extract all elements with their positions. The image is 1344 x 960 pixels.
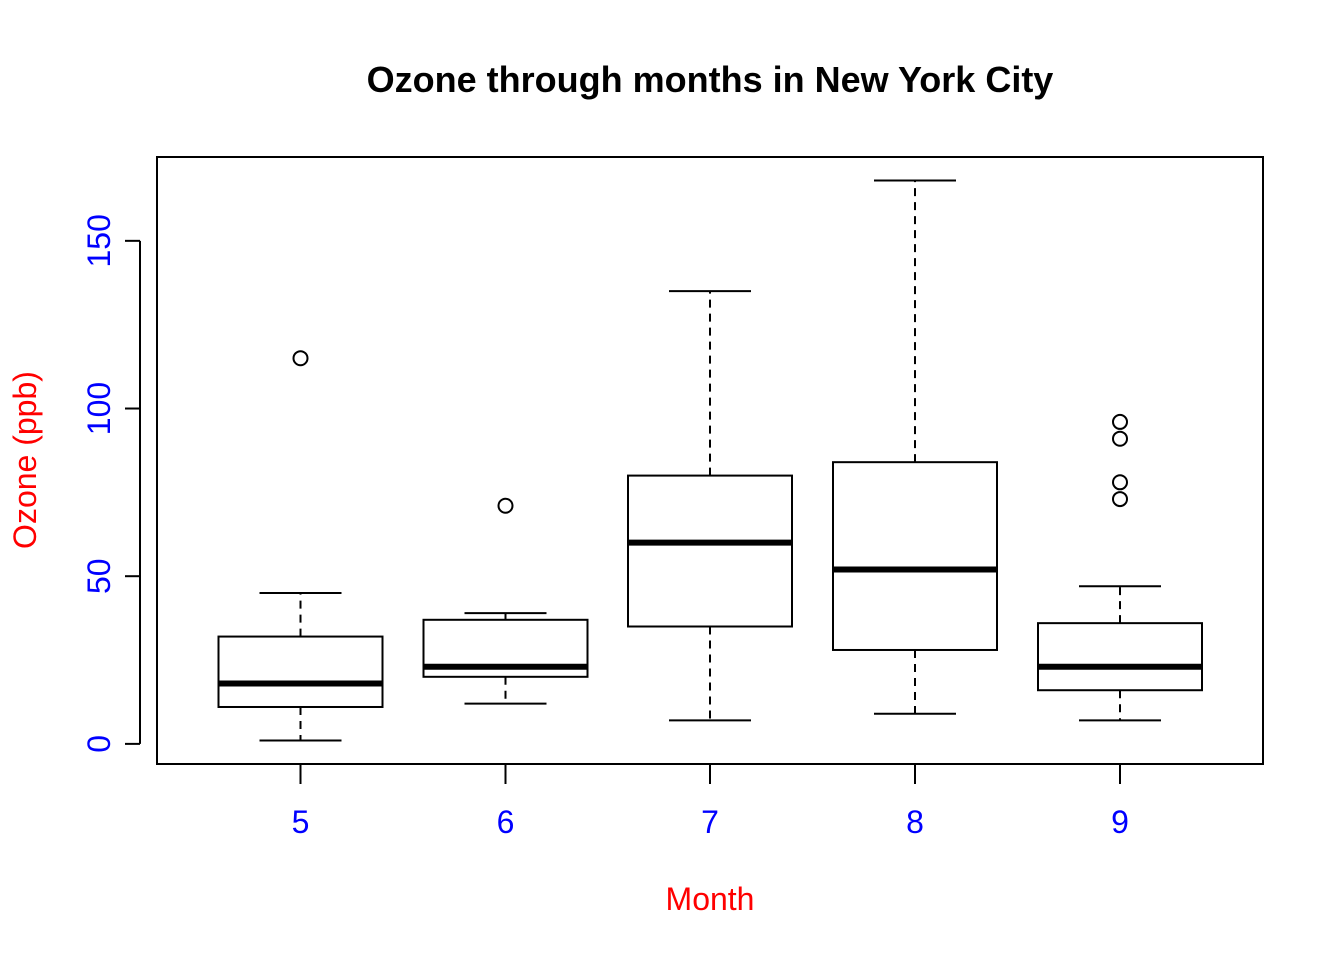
y-axis-label: Ozone (ppb) bbox=[7, 371, 43, 549]
y-tick-label: 50 bbox=[81, 558, 117, 594]
y-tick-label: 0 bbox=[81, 735, 117, 753]
outlier-point bbox=[1112, 474, 1128, 491]
x-tick-label: 5 bbox=[292, 804, 310, 840]
x-axis: 5 6 7 8 9 bbox=[292, 764, 1129, 840]
chart-title: Ozone through months in New York City bbox=[367, 59, 1054, 100]
iqr-box bbox=[627, 474, 793, 628]
iqr-box bbox=[832, 461, 998, 651]
outlier-point bbox=[1112, 491, 1128, 508]
x-axis-label: Month bbox=[666, 881, 755, 917]
outlier-point bbox=[1112, 413, 1128, 430]
y-axis: 0 50 100 150 bbox=[81, 214, 141, 753]
box-month-9 bbox=[1037, 413, 1203, 722]
box-month-8 bbox=[832, 179, 998, 715]
outlier-point bbox=[1112, 430, 1128, 447]
box-series bbox=[217, 179, 1203, 742]
x-tick-label: 8 bbox=[906, 804, 924, 840]
box-month-6 bbox=[422, 497, 589, 705]
x-tick-label: 9 bbox=[1111, 804, 1129, 840]
y-tick-label: 100 bbox=[81, 382, 117, 435]
iqr-box bbox=[1037, 622, 1203, 692]
x-tick-label: 7 bbox=[701, 804, 719, 840]
iqr-box bbox=[217, 635, 384, 708]
box-month-7 bbox=[627, 290, 793, 722]
box-month-5 bbox=[217, 350, 384, 742]
y-tick-label: 150 bbox=[81, 214, 117, 267]
outlier-point bbox=[497, 497, 514, 514]
x-tick-label: 6 bbox=[497, 804, 515, 840]
outlier-point bbox=[292, 350, 309, 367]
